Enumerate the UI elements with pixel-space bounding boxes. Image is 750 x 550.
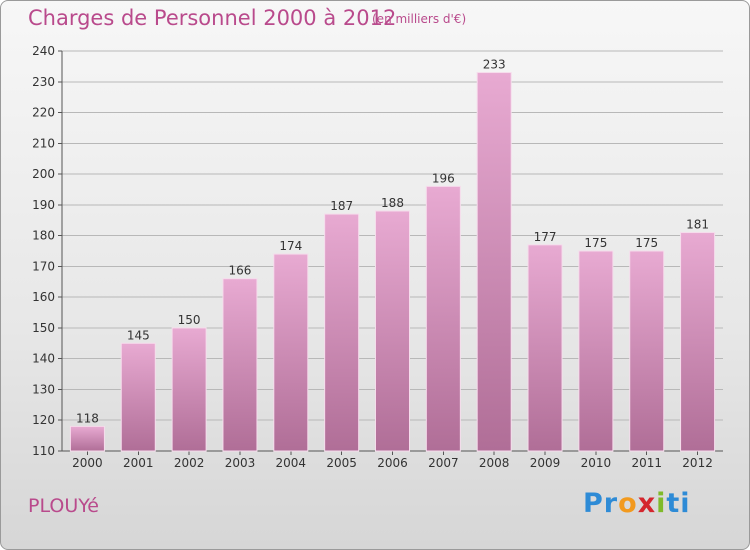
logo-letter: i <box>680 488 691 519</box>
x-tick-label: 2000 <box>72 456 103 470</box>
y-tick-label: 210 <box>32 136 55 150</box>
commune-name: PLOUYé <box>28 495 99 517</box>
chart-subtitle: (en milliers d'€) <box>372 12 467 26</box>
data-label-2000: 118 <box>76 411 99 425</box>
data-label-2003: 166 <box>229 264 252 278</box>
data-label-2007: 196 <box>432 171 455 185</box>
logo-letter: i <box>656 488 667 519</box>
logo-letter: x <box>637 488 657 519</box>
y-tick-label: 220 <box>32 106 55 120</box>
bar-2011 <box>629 250 665 452</box>
y-tick-label: 240 <box>32 44 55 58</box>
y-tick-label: 150 <box>32 321 55 335</box>
data-label-2005: 187 <box>330 199 353 213</box>
x-tick-label: 2011 <box>631 456 662 470</box>
y-tick-label: 140 <box>32 352 55 366</box>
x-tick-label: 2004 <box>276 456 307 470</box>
data-label-2001: 145 <box>127 328 150 342</box>
x-tick-label: 2010 <box>581 456 612 470</box>
bar-2000 <box>69 425 105 452</box>
bar-2009 <box>527 244 563 452</box>
data-label-2002: 150 <box>178 313 201 327</box>
bar-2012 <box>680 232 716 452</box>
bar-2006 <box>375 210 410 452</box>
y-tick-label: 200 <box>32 167 55 181</box>
data-label-2008: 233 <box>483 58 506 72</box>
x-tick-label: 2012 <box>682 456 713 470</box>
y-tick-label: 190 <box>32 198 55 212</box>
axes: 110 120 130 140 150 160 170 180 190 200 210 220 230 2… <box>32 44 723 470</box>
bar-2007 <box>425 185 461 452</box>
logo-letter: o <box>618 488 638 519</box>
x-tick-label: 2003 <box>225 456 256 470</box>
data-label-2010: 175 <box>584 236 607 250</box>
data-label-2012: 181 <box>686 218 709 232</box>
bar-2010 <box>578 250 614 452</box>
y-tick-label: 180 <box>32 229 55 243</box>
bar-2005 <box>324 213 360 452</box>
bars <box>69 72 716 452</box>
data-label-2009: 177 <box>534 230 557 244</box>
logo-letter: t <box>666 488 681 519</box>
x-tick-label: 2007 <box>428 456 459 470</box>
bar-2008 <box>476 72 512 452</box>
y-tick-label: 170 <box>32 259 55 273</box>
data-label-2006: 188 <box>381 196 404 210</box>
x-tick-label: 2008 <box>479 456 510 470</box>
data-label-2011: 175 <box>635 236 658 250</box>
y-tick-label: 120 <box>32 413 55 427</box>
x-tick-label: 2001 <box>123 456 154 470</box>
y-tick-label: 110 <box>32 444 55 458</box>
data-label-2004: 174 <box>279 239 302 253</box>
bar-2003 <box>222 278 258 452</box>
bar-2004 <box>273 253 309 452</box>
logo-letter: r <box>603 488 619 519</box>
bar-2001 <box>120 342 156 452</box>
data-labels: 118 145 150 166 174 187 188 196 233 177 175 175 181 <box>76 58 709 426</box>
x-tick-label: 2006 <box>377 456 408 470</box>
x-tick-label: 2009 <box>530 456 561 470</box>
y-tick-label: 130 <box>32 382 55 396</box>
proxiti-logo[interactable]: Proxiti <box>583 488 691 519</box>
bar-2002 <box>171 327 207 452</box>
y-tick-label: 160 <box>32 290 55 304</box>
logo-letter: P <box>583 488 604 519</box>
x-tick-label: 2005 <box>326 456 357 470</box>
y-tick-label: 230 <box>32 75 55 89</box>
chart-title: Charges de Personnel 2000 à 2012 <box>28 6 397 30</box>
x-tick-label: 2002 <box>174 456 205 470</box>
